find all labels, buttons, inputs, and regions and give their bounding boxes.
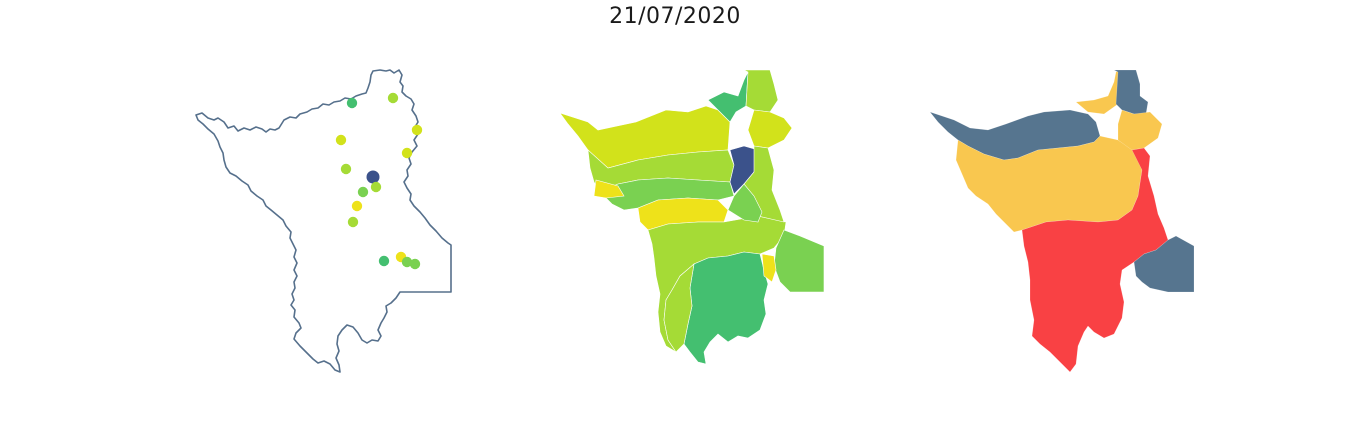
station-point xyxy=(347,216,359,228)
class-region xyxy=(1075,69,1121,115)
choropleth-map-panel xyxy=(559,69,825,365)
sub-basin-region xyxy=(727,183,763,223)
station-points xyxy=(335,92,423,270)
station-point xyxy=(401,147,413,159)
station-point xyxy=(370,181,382,193)
sub-basin-regions xyxy=(559,69,825,365)
sub-basin-region xyxy=(773,229,825,293)
sub-basin-region xyxy=(683,251,769,365)
sub-basin-region xyxy=(761,253,777,283)
sub-basin-region xyxy=(747,109,793,149)
class-region xyxy=(1133,235,1195,293)
class-regions xyxy=(929,69,1195,373)
class-region xyxy=(1021,147,1169,373)
station-point xyxy=(401,256,413,268)
sub-basin-region xyxy=(663,263,695,353)
station-point xyxy=(409,258,421,270)
station-point xyxy=(346,97,358,109)
station-point xyxy=(411,124,423,136)
station-point xyxy=(357,186,369,198)
sub-basin-region xyxy=(599,177,735,211)
station-point xyxy=(351,200,363,212)
class-region xyxy=(1113,69,1149,115)
map-title: 21/07/2020 xyxy=(609,4,741,29)
sub-basin-region xyxy=(593,179,625,199)
station-point xyxy=(378,255,390,267)
class-map-panel xyxy=(929,69,1195,373)
class-region xyxy=(1117,109,1163,151)
station-point xyxy=(387,92,399,104)
station-point xyxy=(340,163,352,175)
outline-map-panel xyxy=(195,69,452,373)
region-outline xyxy=(195,69,452,373)
station-point xyxy=(335,134,347,146)
sub-basin-region xyxy=(743,69,779,113)
station-point xyxy=(366,170,380,184)
